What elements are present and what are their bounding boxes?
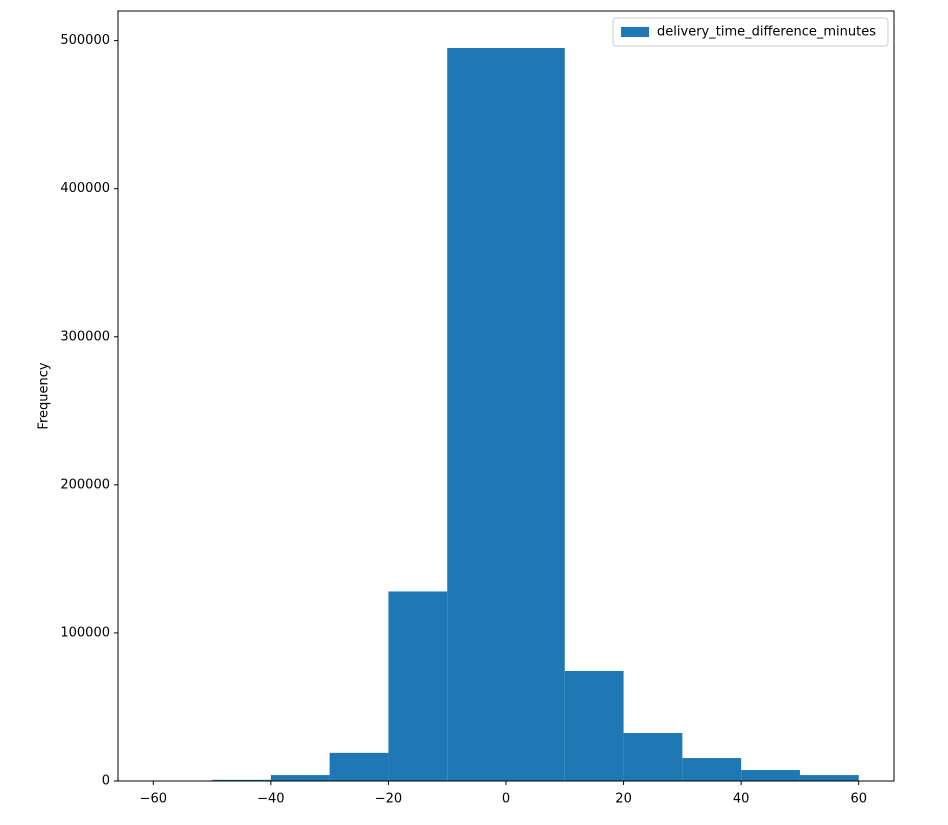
histogram-bar: [447, 48, 506, 782]
histogram-bar: [564, 670, 624, 781]
y-tick-label: 300000: [60, 329, 110, 344]
x-tick-label: 60: [850, 792, 867, 807]
y-tick-label: 200000: [60, 477, 110, 492]
legend-box: [612, 17, 889, 47]
histogram-bar: [682, 758, 742, 781]
y-tick-label: 0: [102, 774, 110, 789]
y-axis-label: Frequency: [37, 362, 52, 429]
x-tick-label: 20: [615, 792, 632, 807]
histogram-bar: [506, 48, 565, 782]
histogram-bar: [741, 770, 800, 781]
x-tick-label: 40: [733, 792, 750, 807]
histogram-bar: [212, 779, 271, 781]
x-tick-label: −40: [257, 792, 284, 807]
y-tick-label: 500000: [60, 33, 110, 48]
y-tick-label: 100000: [60, 625, 110, 640]
x-tick-label: 0: [502, 792, 510, 807]
x-tick-label: −60: [140, 792, 167, 807]
histogram-bar: [388, 591, 448, 781]
y-tick-label: 400000: [60, 181, 110, 196]
histogram-bar: [329, 752, 389, 781]
histogram-bar: [623, 733, 683, 781]
legend-swatch: [621, 27, 650, 37]
legend-label: delivery_time_difference_minutes: [657, 25, 876, 40]
x-tick-label: −20: [375, 792, 402, 807]
histogram-bar: [270, 775, 330, 781]
histogram-bar: [799, 775, 859, 781]
